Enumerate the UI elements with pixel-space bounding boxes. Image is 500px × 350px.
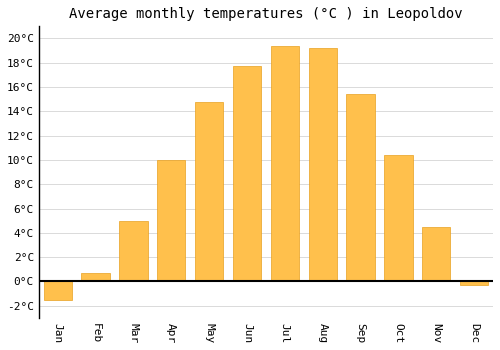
Bar	[119, 221, 148, 281]
Bar	[157, 160, 186, 281]
Bar	[308, 48, 337, 281]
Bar	[233, 66, 261, 281]
Bar	[422, 227, 450, 281]
Bar	[384, 155, 412, 281]
Title: Average monthly temperatures (°C ) in Leopoldov: Average monthly temperatures (°C ) in Le…	[69, 7, 462, 21]
Bar	[270, 46, 299, 281]
Bar	[82, 273, 110, 281]
Bar	[195, 102, 224, 281]
Bar	[346, 94, 375, 281]
Bar	[44, 281, 72, 300]
Bar	[460, 281, 488, 285]
